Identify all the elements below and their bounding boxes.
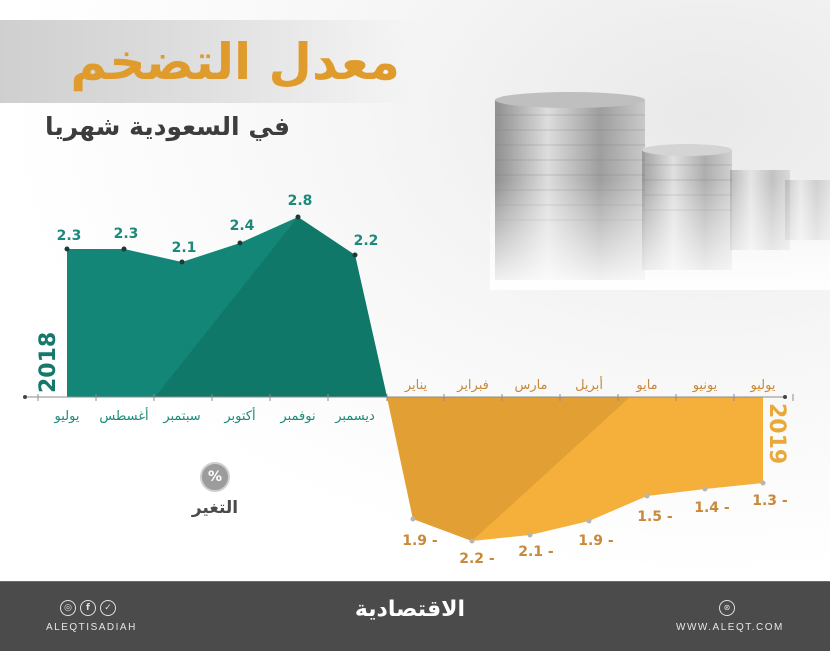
month-label: يوليو: [54, 409, 80, 424]
brand-logo: الاقتصادية: [354, 597, 466, 622]
year-label-2019: 2019: [764, 403, 789, 464]
facebook-icon[interactable]: f: [80, 600, 96, 616]
month-label: فبراير: [456, 378, 489, 393]
points-2019: [410, 480, 766, 544]
twitter-icon[interactable]: ✓: [100, 600, 116, 616]
legend: % التغير: [180, 462, 250, 518]
value-label: 2.3: [57, 228, 82, 244]
month-label: سبتمبر: [162, 409, 200, 424]
month-label: ديسمبر: [334, 409, 375, 424]
month-label: أكتوبر: [223, 407, 255, 424]
axis-ticks: [37, 394, 794, 401]
social-links: ◎ f ✓: [60, 600, 116, 616]
percent-icon: %: [200, 462, 230, 492]
month-label: أغسطس: [99, 407, 148, 424]
month-label: أبريل: [575, 376, 603, 393]
month-label: يناير: [404, 378, 428, 393]
value-label: 2.2 -: [459, 551, 495, 567]
globe-icon: ⊛: [719, 600, 735, 616]
year-label-2018: 2018: [36, 332, 61, 393]
page-subtitle: في السعودية شهريا: [44, 112, 290, 141]
value-label: 2.8: [288, 193, 313, 209]
inflation-chart: 2.3 2.3 2.1 2.4 2.8 2.2 1.9 - 2.2 - 2.1 …: [23, 193, 794, 567]
value-label: 2.4: [230, 218, 255, 234]
value-label: 1.4 -: [694, 500, 730, 516]
coins-image: [490, 92, 830, 290]
month-label: مارس: [514, 378, 547, 393]
instagram-icon[interactable]: ◎: [60, 600, 76, 616]
value-label: 1.5 -: [637, 509, 673, 525]
points-2018: [64, 214, 358, 265]
footer: ◎ f ✓ ALEQTISADIAH الاقتصادية ⊛ WWW.ALEQ…: [0, 581, 830, 651]
month-label: يوليو: [750, 378, 776, 393]
area-2018-shade: [155, 217, 387, 397]
legend-label: التغير: [191, 498, 239, 518]
social-handle[interactable]: ALEQTISADIAH: [46, 622, 137, 633]
value-label: 2.1: [172, 240, 197, 256]
value-label: 2.1 -: [518, 544, 554, 560]
title-band: [0, 20, 420, 103]
area-2019-shade: [387, 397, 630, 541]
page-title: معدل التضخم: [70, 33, 400, 91]
value-label: 2.2: [354, 233, 379, 249]
value-label: 2.3: [114, 226, 139, 242]
value-label: 1.9 -: [402, 533, 438, 549]
value-label: 1.9 -: [578, 533, 614, 549]
month-label: مايو: [635, 378, 657, 393]
value-label: 1.3 -: [752, 493, 788, 509]
month-label: نوفمبر: [279, 409, 315, 424]
month-label: يونيو: [692, 378, 718, 393]
website-link[interactable]: WWW.ALEQT.COM: [676, 622, 784, 633]
